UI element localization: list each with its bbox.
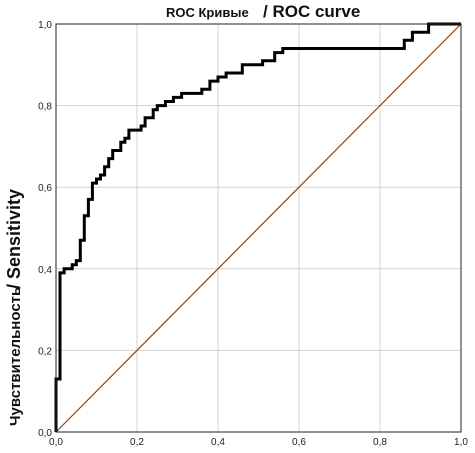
y-tick-label: 0,0 <box>38 428 52 439</box>
x-tick-label: 0,8 <box>373 437 387 448</box>
reference-diagonal-line <box>55 23 462 433</box>
y-tick-label: 1,0 <box>38 20 52 31</box>
roc-curve-line <box>54 22 461 432</box>
grid <box>56 24 461 432</box>
ticks: 0,0 0,2 0,4 0,6 0,8 1,0 0,0 0,2 0,4 0,6 0,8 1,0 <box>38 20 468 448</box>
y-tick-label: 0,2 <box>38 346 52 357</box>
x-tick-label: 0,2 <box>130 437 144 448</box>
chart-title-en: / ROC curve <box>263 2 360 21</box>
y-tick-label: 0,8 <box>38 102 52 113</box>
y-tick-label: 0,4 <box>38 265 52 276</box>
x-tick-label: 0,0 <box>49 437 63 448</box>
x-tick-label: 0,6 <box>292 437 306 448</box>
y-axis-label: Чувствительность / Sensitivity <box>4 189 24 426</box>
y-tick-label: 0,6 <box>38 183 52 194</box>
series <box>54 22 462 433</box>
chart-title-ru: ROC Кривые <box>166 5 249 20</box>
y-axis-label-en: / Sensitivity <box>4 189 24 289</box>
x-tick-label: 1,0 <box>454 437 468 448</box>
x-tick-label: 0,4 <box>211 437 225 448</box>
plot-frame <box>55 23 462 433</box>
y-axis-label-ru: Чувствительность <box>7 287 24 426</box>
